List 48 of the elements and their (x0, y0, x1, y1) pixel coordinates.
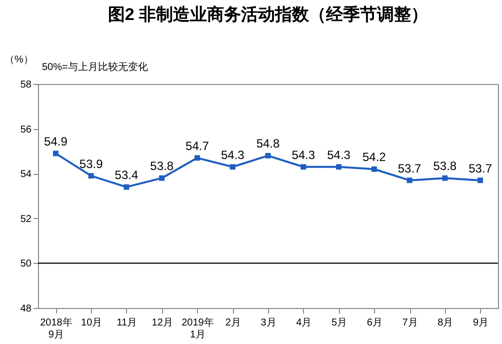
point (124, 184, 130, 190)
chart-title: 图2 非制造业商务活动指数（经季节调整） (108, 5, 428, 24)
point (88, 173, 94, 179)
data-label: 54.3 (220, 148, 245, 162)
x-tick-label: 3月 (260, 318, 276, 328)
point (442, 175, 448, 181)
y-tick-label: 52 (20, 214, 32, 225)
data-label: 54.3 (292, 148, 316, 162)
data-label: 53.9 (79, 156, 104, 171)
x-tick-label: 4月 (296, 318, 312, 328)
point (478, 178, 484, 184)
point (371, 166, 377, 172)
x-tick-label: 2018年 9月 (40, 316, 72, 340)
point (300, 164, 306, 170)
point (194, 155, 200, 161)
y-tick-label: 54 (20, 169, 32, 180)
x-tick-label: 2019年 1月 (182, 316, 214, 340)
data-label: 53.8 (433, 159, 457, 174)
x-tick-label: 8月 (438, 318, 454, 328)
x-tick-label: 9月 (473, 318, 489, 328)
x-tick-label: 12月 (152, 318, 173, 328)
x-tick-label: 7月 (402, 318, 418, 328)
data-label: 54.2 (362, 150, 386, 164)
data-label: 54.8 (256, 136, 280, 151)
y-tick-label: 50 (20, 258, 32, 270)
point (159, 175, 165, 181)
data-label: 53.8 (150, 159, 174, 174)
data-label: 53.7 (398, 161, 422, 176)
x-tick-label: 10月 (81, 318, 102, 328)
text: 50%=与上月比较无变化 (42, 61, 148, 73)
data-label: 54.7 (186, 138, 210, 153)
point (230, 164, 236, 170)
y-tick-label: 48 (20, 304, 32, 314)
x-tick-label: 5月 (331, 318, 348, 328)
data-label: 53.7 (468, 161, 492, 176)
data-label: 54.9 (44, 134, 68, 148)
x-tick-label: 2月 (225, 318, 241, 328)
point (52, 150, 58, 156)
x-tick-label: 6月 (366, 318, 382, 328)
point (406, 178, 412, 184)
y-tick-label: 56 (20, 124, 32, 136)
data-label: 54.3 (327, 148, 351, 162)
point (336, 164, 342, 170)
point (265, 152, 271, 158)
y-axis-title: （%） (4, 54, 34, 66)
data-label: 53.4 (114, 168, 138, 182)
x-tick-label: 11月 (116, 318, 138, 328)
y-tick-label: 58 (20, 80, 32, 90)
